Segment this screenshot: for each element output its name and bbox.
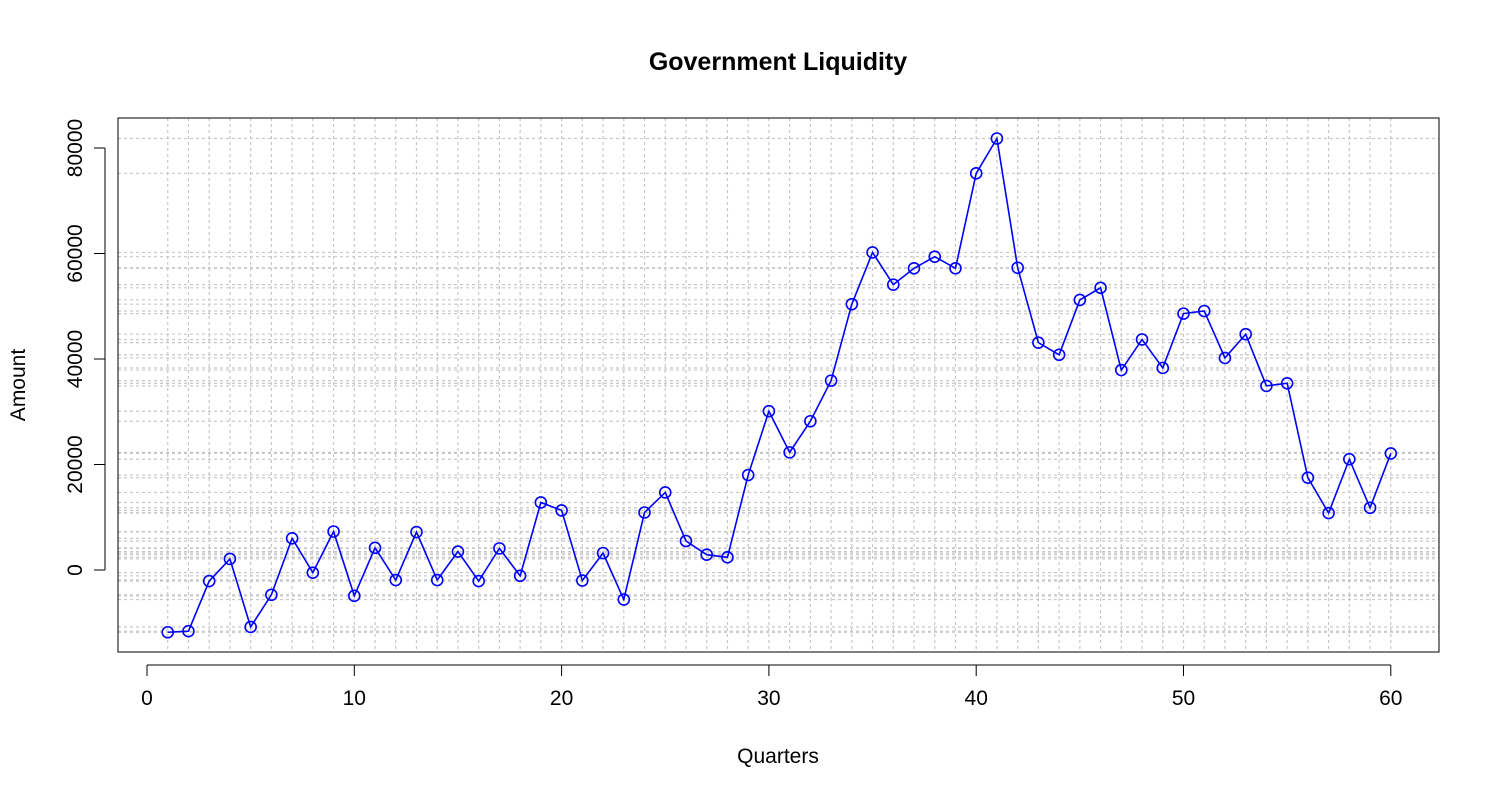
data-point (1301, 471, 1315, 484)
data-point (762, 404, 776, 418)
x-tick-label: 0 (141, 687, 153, 710)
data-point (679, 534, 693, 548)
x-tick-label: 40 (965, 687, 988, 710)
data-point (327, 525, 340, 538)
data-point (534, 496, 548, 509)
data-point (1011, 261, 1024, 275)
data-point (721, 551, 734, 564)
data-point (1073, 293, 1087, 307)
data-point (161, 625, 175, 639)
data-point (990, 132, 1004, 145)
data-point (1363, 501, 1377, 515)
data-point (1218, 351, 1232, 365)
data-point (1343, 452, 1356, 466)
data-point (244, 620, 257, 634)
data-point (368, 541, 382, 555)
data-point (202, 574, 216, 588)
data-point (493, 542, 506, 555)
data-point (1094, 281, 1107, 295)
data-point (596, 546, 610, 560)
x-tick-label: 20 (550, 687, 573, 710)
axes: 0 10 20 30 40 50 60 0 20000 40000 60000 80000 (64, 119, 1402, 710)
data-point (804, 414, 817, 428)
data-point (845, 297, 859, 311)
data-point (700, 548, 714, 562)
data-point (1280, 376, 1294, 390)
x-tick-label: 60 (1379, 687, 1402, 710)
data-point (1384, 447, 1398, 460)
series-line (167, 136, 1392, 634)
data-point (617, 593, 631, 606)
data-point (886, 278, 900, 291)
data-point (1032, 336, 1045, 349)
data-point (182, 624, 195, 638)
data-point (949, 261, 962, 275)
data-point (1239, 327, 1252, 341)
data-point (783, 446, 796, 459)
data-point (1260, 379, 1273, 393)
data-point (907, 261, 921, 275)
grid-lines (118, 118, 1439, 652)
data-point (285, 532, 299, 545)
y-tick-label: 20000 (64, 435, 87, 493)
data-point (265, 588, 278, 602)
data-point (928, 250, 942, 263)
data-point (347, 589, 361, 603)
data-point (658, 486, 672, 499)
data-point (555, 504, 568, 517)
y-tick-label: 60000 (64, 224, 87, 282)
data-series (161, 132, 1398, 639)
data-point (638, 506, 651, 519)
data-point (1052, 348, 1066, 362)
data-point (576, 574, 589, 587)
data-point (866, 246, 879, 259)
data-point (824, 374, 838, 387)
data-point (1115, 363, 1128, 377)
data-point (513, 569, 527, 583)
y-tick-label: 0 (64, 564, 87, 576)
x-tick-label: 30 (757, 687, 780, 710)
chart-title: Government Liquidity (649, 48, 907, 76)
y-tick-label: 40000 (64, 330, 87, 388)
data-point (430, 573, 444, 587)
data-point (472, 574, 485, 588)
data-point (451, 545, 465, 558)
data-point (969, 167, 983, 180)
y-axis-label: Amount (7, 349, 30, 422)
data-point (1197, 304, 1211, 318)
y-tick-label: 80000 (64, 119, 87, 177)
data-point (741, 468, 755, 482)
data-point (410, 525, 423, 539)
x-tick-label: 50 (1172, 687, 1195, 710)
data-point (389, 573, 403, 587)
x-tick-label: 10 (343, 687, 366, 710)
x-axis-label: Quarters (737, 745, 819, 768)
data-point (1322, 506, 1335, 520)
data-point (223, 552, 237, 566)
data-point (1156, 361, 1170, 375)
data-point (1177, 307, 1190, 320)
plot-frame (117, 117, 1440, 653)
data-point (306, 566, 320, 579)
data-point (1135, 333, 1149, 346)
